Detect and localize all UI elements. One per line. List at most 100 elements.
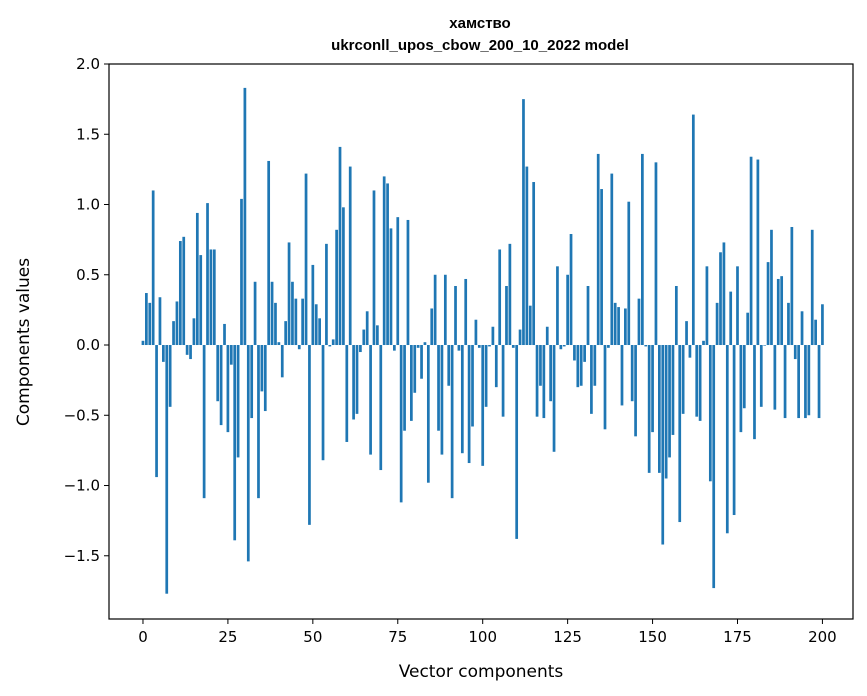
bar: [501, 345, 505, 417]
bar: [250, 345, 254, 419]
bar: [331, 339, 335, 346]
bar: [318, 318, 321, 346]
bar: [722, 242, 726, 346]
bar: [569, 234, 573, 346]
bar: [525, 166, 529, 346]
bar: [447, 345, 451, 386]
bar: [246, 345, 250, 562]
bar: [505, 286, 508, 346]
bar: [702, 340, 705, 346]
bar: [511, 345, 515, 348]
bar: [539, 345, 542, 386]
bar: [474, 319, 478, 346]
bar: [715, 302, 719, 346]
bar: [226, 345, 230, 433]
bar: [674, 286, 678, 346]
bar: [386, 183, 389, 346]
bar: [518, 329, 522, 346]
bar: [284, 321, 288, 346]
bar: [216, 345, 220, 402]
bar: [641, 153, 644, 346]
bar: [410, 345, 413, 421]
bar: [352, 345, 355, 420]
bar: [583, 345, 586, 362]
bar: [297, 345, 301, 350]
x-tick-label: 75: [388, 628, 407, 646]
bar: [185, 345, 189, 355]
bar: [705, 266, 709, 346]
y-tick-label: −1.5: [64, 547, 100, 565]
bar: [790, 226, 794, 346]
bar: [528, 305, 532, 346]
bar: [189, 345, 192, 360]
bar: [311, 264, 315, 346]
bar: [590, 345, 593, 414]
bar: [389, 228, 393, 346]
bar: [732, 345, 736, 516]
bar: [314, 304, 318, 346]
bar: [219, 345, 223, 426]
bar: [280, 345, 284, 378]
bar: [576, 345, 580, 388]
chart-subtitle: ukrconll_upos_cbow_200_10_2022 model: [331, 37, 629, 54]
bar: [776, 278, 780, 346]
bar: [437, 345, 440, 431]
y-tick-label: 1.0: [76, 196, 100, 214]
bar: [338, 146, 342, 346]
bar: [294, 298, 298, 346]
bar: [766, 262, 770, 346]
bar: [406, 219, 410, 346]
bar: [223, 323, 226, 346]
bar: [145, 293, 148, 346]
bar: [229, 345, 233, 365]
bar: [158, 297, 162, 346]
bar: [308, 345, 311, 525]
bar: [321, 345, 325, 461]
bar: [607, 345, 610, 348]
y-tick-label: 0.5: [76, 266, 100, 284]
bar: [393, 345, 396, 351]
bar: [325, 243, 328, 346]
x-tick-label: 100: [468, 628, 497, 646]
bar: [624, 308, 627, 346]
bar: [780, 276, 784, 346]
bar: [817, 345, 821, 419]
bar: [668, 345, 671, 458]
bar: [165, 345, 169, 594]
bar: [549, 345, 552, 402]
bar: [522, 99, 525, 346]
x-tick-label: 50: [303, 628, 322, 646]
bar: [148, 302, 152, 346]
x-axis: 0 25 50 75 100 125 150 175 200: [138, 619, 837, 646]
bar: [359, 345, 362, 353]
bar: [593, 345, 597, 386]
bar: [376, 325, 379, 346]
bar: [267, 160, 271, 346]
bar: [498, 249, 502, 346]
bar: [613, 302, 617, 346]
y-tick-label: 1.5: [76, 125, 100, 143]
chart-title: хамство: [449, 15, 510, 32]
bar: [535, 345, 539, 417]
bar: [573, 345, 576, 361]
bar: [556, 266, 559, 346]
bar: [746, 312, 750, 346]
bar: [450, 345, 454, 499]
x-tick-label: 25: [218, 628, 237, 646]
bar: [399, 345, 403, 503]
bar: [426, 345, 430, 483]
bar: [708, 345, 712, 482]
bar: [586, 286, 590, 346]
bar: [685, 321, 688, 346]
bar: [810, 229, 814, 346]
bar: [610, 173, 614, 346]
bar: [175, 301, 179, 346]
bar: [562, 345, 566, 347]
bar: [481, 345, 485, 466]
bar: [345, 345, 349, 442]
bar: [430, 308, 434, 346]
bar: [637, 298, 641, 346]
bar: [793, 345, 797, 360]
bar: [192, 318, 196, 346]
